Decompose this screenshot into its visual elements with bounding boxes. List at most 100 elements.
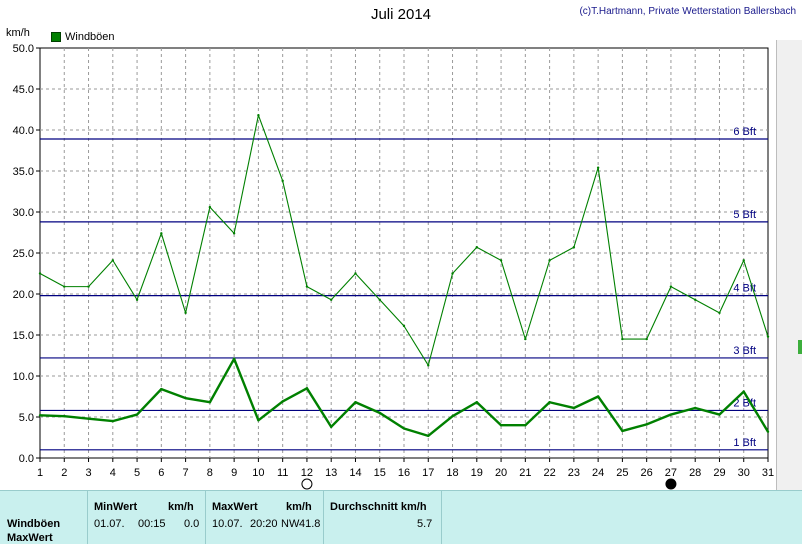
x-tick-label: 13 [325, 467, 337, 479]
average-point [427, 434, 430, 438]
min-unit: km/h [168, 501, 194, 513]
average-point [111, 419, 115, 423]
x-tick-label: 12 [301, 467, 313, 479]
legend-label: Windböen [65, 31, 115, 43]
x-tick-label: 19 [471, 467, 483, 479]
gust-point [742, 259, 745, 262]
x-tick-label: 4 [110, 467, 116, 479]
average-point [402, 427, 406, 430]
y-tick-label: 5.0 [19, 412, 34, 424]
gust-point [645, 337, 648, 341]
gust-point [621, 337, 624, 341]
x-tick-label: 22 [543, 467, 555, 479]
stats-row-label-2: MaxWert [7, 532, 53, 544]
x-tick-label: 30 [738, 467, 750, 479]
average-point [232, 357, 236, 360]
min-date: 01.07. [94, 518, 125, 530]
x-tick-label: 3 [85, 467, 91, 479]
average-point [305, 387, 309, 390]
max-date: 10.07. [212, 518, 243, 530]
x-tick-label: 27 [665, 467, 677, 479]
x-tick-label: 2 [61, 467, 67, 479]
max-header: MaxWert [212, 501, 258, 513]
average-point [451, 414, 454, 418]
average-point [354, 401, 357, 404]
min-cell: MinWert km/h 01.07. 00:15 0.0 [88, 491, 206, 544]
wind-chart: 0.0 5.0 10.0 15.0 20.0 25.0 30.0 35.0 40.0 45.0 50… [13, 43, 774, 490]
gust-point [354, 272, 357, 275]
legend: Windböen [51, 31, 115, 43]
average-point [596, 395, 600, 398]
x-tick-label: 23 [568, 467, 580, 479]
stats-label-cell: Windböen MaxWert [0, 491, 88, 544]
x-tick-label: 21 [519, 467, 531, 479]
gust-point [548, 259, 551, 262]
max-unit: km/h [286, 501, 312, 513]
beaufort-label: 5 Bft [733, 209, 756, 221]
gust-point [766, 335, 770, 338]
y-tick-label: 25.0 [13, 248, 34, 260]
x-tick-label: 10 [252, 467, 264, 479]
average-point [621, 429, 624, 433]
gust-point [135, 298, 139, 301]
beaufort-label: 6 Bft [733, 126, 756, 138]
max-time: 20:20 [250, 518, 278, 530]
y-tick-label: 10.0 [13, 371, 34, 383]
gust-point [184, 311, 187, 315]
max-direction: NW [281, 518, 300, 530]
x-tick-label: 17 [422, 467, 434, 479]
average-point [766, 430, 770, 433]
full-moon-icon [301, 478, 313, 490]
x-tick-label: 25 [616, 467, 628, 479]
gust-point [378, 298, 381, 301]
y-tick-label: 35.0 [13, 166, 34, 178]
chart-title: Juli 2014 [370, 6, 432, 23]
avg-header: Durchschnitt km/h [330, 501, 427, 513]
gust-point [669, 285, 673, 288]
x-tick-label: 15 [374, 467, 386, 479]
scroll-thumb[interactable] [798, 340, 802, 354]
gust-point [257, 114, 260, 117]
scroll-strip[interactable] [776, 40, 802, 490]
min-value: 0.0 [184, 518, 200, 530]
min-time: 00:15 [138, 518, 166, 530]
gust-point [111, 259, 115, 262]
gust-point [305, 285, 309, 288]
average-point [208, 401, 212, 404]
average-point [63, 414, 66, 418]
average-point [38, 414, 42, 417]
x-tick-label: 31 [762, 467, 774, 479]
average-point [87, 417, 90, 420]
average-point [257, 419, 260, 422]
average-point [330, 425, 333, 429]
gust-point [281, 179, 284, 183]
gust-point [524, 337, 527, 341]
average-point [524, 424, 527, 427]
gust-point [208, 205, 212, 209]
average-point [694, 406, 697, 410]
y-tick-label: 40.0 [13, 125, 34, 137]
gust-point [402, 324, 406, 328]
average-point [281, 400, 284, 403]
average-point [160, 387, 163, 391]
beaufort-label: 1 Bft [733, 437, 756, 449]
average-point [475, 401, 478, 404]
x-tick-label: 20 [495, 467, 507, 479]
beaufort-label: 3 Bft [733, 345, 756, 357]
y-tick-label: 50.0 [13, 43, 34, 55]
average-point [718, 413, 721, 416]
average-point [548, 401, 551, 404]
average-point [135, 413, 139, 416]
legend-swatch [51, 32, 61, 42]
x-tick-label: 16 [398, 467, 410, 479]
avg-cell: Durchschnitt km/h 5.7 [324, 491, 442, 544]
gust-point [572, 246, 576, 249]
y-axis-unit: km/h [6, 27, 30, 39]
gust-point [451, 272, 454, 275]
beaufort-label: 4 Bft [733, 283, 756, 295]
y-tick-label: 45.0 [13, 84, 34, 96]
x-tick-label: 11 [277, 467, 288, 479]
gust-point [499, 259, 503, 262]
average-point [572, 406, 576, 410]
average-point [499, 424, 503, 427]
